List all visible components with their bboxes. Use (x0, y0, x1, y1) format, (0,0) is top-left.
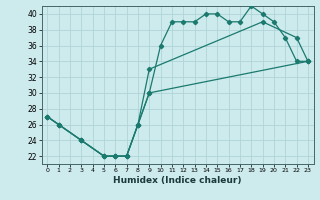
X-axis label: Humidex (Indice chaleur): Humidex (Indice chaleur) (113, 176, 242, 185)
